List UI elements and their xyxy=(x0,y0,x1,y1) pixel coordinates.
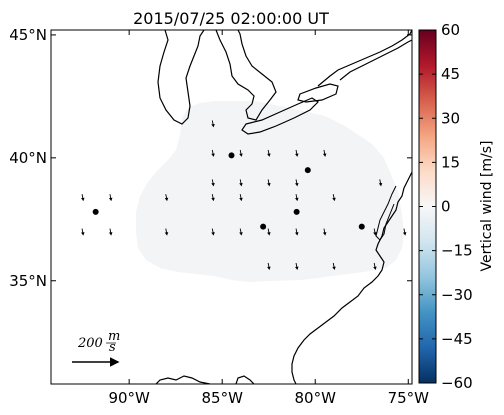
wind-vector xyxy=(81,228,85,236)
lat-tick-label: 45°N xyxy=(9,26,47,44)
wind-vector xyxy=(267,179,271,187)
wind-vector xyxy=(322,149,327,157)
wind-vector xyxy=(295,179,299,187)
wind-vector xyxy=(295,262,299,270)
wind-vector xyxy=(295,194,299,202)
wind-vector xyxy=(332,262,336,270)
wind-vector xyxy=(267,262,271,270)
colorbar-label: Vertical wind [m/s] xyxy=(479,141,495,272)
east-coastline xyxy=(291,171,412,384)
wind-vector xyxy=(108,228,113,236)
wind-vector xyxy=(239,179,243,187)
scale-arrow-unit-den: s xyxy=(109,340,116,355)
lon-tick-label: 80°W xyxy=(295,389,337,407)
wind-vector xyxy=(211,149,215,157)
lat-tick-label: 35°N xyxy=(9,272,47,290)
wind-vector xyxy=(332,194,336,202)
colorbar-tick-label: −45 xyxy=(441,330,473,348)
axis-ticks: 45°N 40°N 35°N 90°W 85°W 80°W 75°W xyxy=(9,26,429,407)
wind-vector xyxy=(402,228,407,236)
wind-vector xyxy=(239,228,243,236)
wind-vector xyxy=(211,120,215,128)
wind-vector xyxy=(322,228,327,236)
wind-vector xyxy=(295,149,299,157)
station-marker xyxy=(260,223,267,230)
wind-vector xyxy=(295,228,299,236)
wind-vector xyxy=(267,149,271,157)
coastlines xyxy=(157,30,412,135)
chesapeake-outline xyxy=(375,185,397,241)
wind-vector xyxy=(239,194,243,202)
colorbar-tick-label: −15 xyxy=(441,242,473,260)
wind-field-region xyxy=(136,101,404,282)
wind-vector xyxy=(211,179,215,187)
colorbar-tick-label: 60 xyxy=(441,21,460,39)
colorbar-ticks: 60 45 30 15 0 −15 −30 −45 −60 xyxy=(419,21,473,392)
gulf-coastline xyxy=(155,375,211,384)
station-marker xyxy=(304,167,311,174)
colorbar-tick-label: 0 xyxy=(441,198,451,216)
scale-arrow-unit-num: m xyxy=(108,329,120,344)
lon-tick-label: 90°W xyxy=(108,389,150,407)
colorbar-tick-label: 30 xyxy=(441,109,460,127)
wind-vector-group xyxy=(81,120,407,270)
map-frame xyxy=(50,29,413,385)
station-marker xyxy=(358,223,365,230)
map-panel: 200 m s xyxy=(51,30,412,384)
wind-vector xyxy=(211,194,215,202)
colorbar-tick-label: 45 xyxy=(441,65,460,83)
station-marker xyxy=(92,208,99,215)
scale-arrow: 200 m s xyxy=(72,329,120,367)
wind-vector xyxy=(108,194,113,202)
wind-vector xyxy=(239,149,243,157)
colorbar: 60 45 30 15 0 −15 −30 −45 −60 Vertical wind [m/s… xyxy=(418,21,495,392)
colorbar-tick-label: 15 xyxy=(441,153,460,171)
colorbar-tick-label: −60 xyxy=(441,374,473,392)
colorbar-tick-label: −30 xyxy=(441,286,473,304)
wind-vector xyxy=(164,228,169,236)
wind-vector xyxy=(378,179,383,187)
wind-vector xyxy=(267,228,271,236)
wind-vector xyxy=(373,228,377,236)
wind-vector xyxy=(373,262,377,270)
station-marker xyxy=(293,208,300,215)
wind-vector xyxy=(164,194,169,202)
wind-vector xyxy=(211,228,215,236)
station-marker xyxy=(228,152,235,159)
florida-coastline xyxy=(235,375,255,384)
map-title: 2015/07/25 02:00:00 UT xyxy=(133,9,329,28)
lon-tick-label: 75°W xyxy=(388,389,430,407)
lon-tick-label: 85°W xyxy=(201,389,243,407)
scale-arrow-value: 200 xyxy=(77,336,103,351)
wind-vector xyxy=(81,194,85,202)
lat-tick-label: 40°N xyxy=(9,149,47,167)
station-group xyxy=(92,152,365,230)
